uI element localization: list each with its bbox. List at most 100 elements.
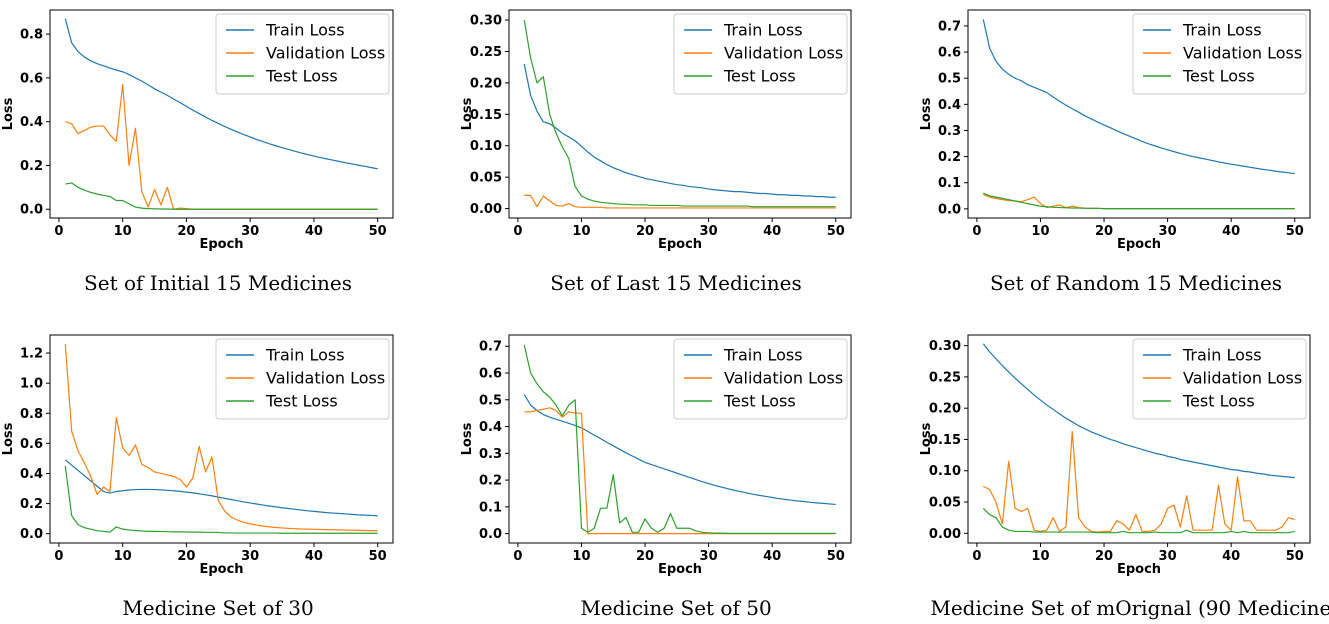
y-tick-label: 0.4	[20, 115, 43, 130]
series-line-test-loss	[523, 344, 836, 534]
y-axis-label: Loss	[460, 97, 475, 130]
legend: Train Loss Validation Loss Test Loss	[1132, 13, 1307, 95]
y-axis-label: Loss	[460, 422, 475, 455]
x-tick-label: 30	[700, 224, 718, 239]
y-tick-label: 0.10	[929, 464, 961, 479]
y-tick-label: 0.6	[20, 437, 43, 452]
legend-entry-label: Test Loss	[723, 67, 796, 86]
y-tick-label: 0.5	[938, 72, 961, 87]
y-tick-label: 0.0	[20, 527, 43, 542]
y-tick-label: 0.00	[470, 202, 502, 217]
y-tick-label: 1.2	[20, 347, 43, 362]
y-tick-label: 0.6	[938, 46, 961, 61]
legend-entry-label: Test Loss	[265, 392, 338, 411]
x-tick-label: 40	[1222, 549, 1240, 564]
y-tick-label: 0.15	[470, 108, 502, 123]
x-tick-label: 0	[972, 549, 981, 564]
legend-entry-label: Test Loss	[265, 67, 338, 86]
y-tick-label: 0.7	[479, 340, 502, 355]
x-tick-label: 30	[241, 549, 259, 564]
panel-caption: Set of Random 15 Medicines	[990, 271, 1282, 295]
y-tick-label: 0.4	[938, 98, 961, 113]
chart-panel-4: 0 10 20 30 40 50 0.0 0.2 0.4 0.6 0.8 1.0 1.2 Epoch Los…	[1, 334, 394, 620]
y-tick-label: 0.3	[938, 124, 961, 139]
chart-panel-6: 0 10 20 30 40 50 0.00 0.05 0.10 0.15 0.20 0.25 0.30 E…	[919, 334, 1329, 620]
series-line-train-loss	[64, 18, 378, 170]
y-tick-label: 0.20	[470, 76, 502, 91]
y-tick-label: 0.30	[470, 14, 502, 29]
y-tick-label: 0.2	[479, 474, 502, 489]
series-line-test-loss	[64, 465, 378, 534]
y-tick-label: 0.25	[470, 45, 502, 60]
series-line-test-loss	[982, 507, 1295, 534]
chart-panel-3: 0 10 20 30 40 50 0.0 0.1 0.2 0.3 0.4 0.5 0.6 0.7 Epoch…	[919, 9, 1311, 295]
panel-caption: Set of Last 15 Medicines	[550, 271, 802, 295]
x-tick-label: 10	[114, 224, 132, 239]
y-axis-label: Loss	[1, 97, 16, 130]
panel-caption: Medicine Set of 50	[580, 596, 771, 620]
y-tick-label: 0.6	[20, 71, 43, 86]
x-tick-label: 40	[763, 549, 781, 564]
x-tick-label: 40	[763, 224, 781, 239]
legend: Train Loss Validation Loss Test Loss	[215, 13, 390, 95]
plot-frame	[508, 334, 852, 544]
y-tick-label: 0.3	[479, 447, 502, 462]
series-line-validation-loss	[982, 430, 1295, 533]
x-axis-label: Epoch	[1117, 562, 1161, 577]
x-tick-label: 30	[1159, 224, 1177, 239]
x-tick-label: 20	[1095, 224, 1113, 239]
series-line-validation-loss	[983, 193, 1295, 210]
x-tick-label: 10	[572, 224, 590, 239]
y-tick-label: 0.0	[938, 202, 961, 217]
legend: Train Loss Validation Loss Test Loss	[673, 338, 848, 420]
legend-entry-label: Train Loss	[265, 21, 345, 40]
x-tick-label: 20	[177, 224, 195, 239]
series-line-train-loss	[523, 63, 836, 198]
legend-entry-label: Test Loss	[1182, 67, 1255, 86]
legend-entry-label: Validation Loss	[266, 369, 385, 388]
x-tick-label: 40	[1222, 224, 1240, 239]
y-tick-label: 0.8	[20, 28, 43, 43]
y-axis-label: Loss	[1, 422, 16, 455]
legend-entry-label: Validation Loss	[1183, 369, 1302, 388]
y-tick-label: 0.00	[929, 527, 961, 542]
panel-caption: Medicine Set of 30	[122, 596, 313, 620]
x-axis-label: Epoch	[1117, 237, 1161, 252]
x-tick-label: 50	[1286, 224, 1304, 239]
y-axis-label: Loss	[919, 422, 934, 455]
y-tick-label: 0.2	[20, 159, 43, 174]
legend-entry-label: Validation Loss	[266, 44, 385, 63]
y-tick-label: 0.25	[929, 370, 961, 385]
legend-box	[215, 13, 390, 95]
y-axis-label: Loss	[919, 97, 934, 130]
x-tick-label: 40	[305, 549, 323, 564]
y-tick-label: 0.6	[479, 367, 502, 382]
legend-entry-label: Validation Loss	[724, 369, 843, 388]
x-tick-label: 10	[572, 549, 590, 564]
x-tick-label: 10	[114, 549, 132, 564]
series-line-train-loss	[64, 459, 378, 517]
legend-box	[673, 13, 848, 95]
x-tick-label: 30	[241, 224, 259, 239]
y-tick-label: 0.0	[20, 203, 43, 218]
x-tick-label: 0	[54, 224, 63, 239]
x-tick-label: 20	[177, 549, 195, 564]
legend-box	[215, 338, 390, 420]
y-tick-label: 1.0	[20, 377, 43, 392]
legend-box	[1132, 13, 1307, 95]
legend-box	[1132, 338, 1307, 420]
x-tick-label: 50	[1286, 549, 1304, 564]
x-tick-label: 50	[827, 224, 845, 239]
y-tick-label: 0.1	[938, 176, 961, 191]
x-tick-label: 10	[1031, 224, 1049, 239]
series-line-test-loss	[983, 192, 1295, 210]
x-tick-label: 20	[1095, 549, 1113, 564]
x-axis-label: Epoch	[199, 237, 243, 252]
legend: Train Loss Validation Loss Test Loss	[215, 338, 390, 420]
series-line-validation-loss	[64, 343, 378, 532]
series-line-train-loss	[982, 343, 1295, 479]
legend-box	[673, 338, 848, 420]
y-tick-label: 0.20	[929, 402, 961, 417]
x-tick-label: 0	[54, 549, 63, 564]
y-tick-label: 0.8	[20, 407, 43, 422]
